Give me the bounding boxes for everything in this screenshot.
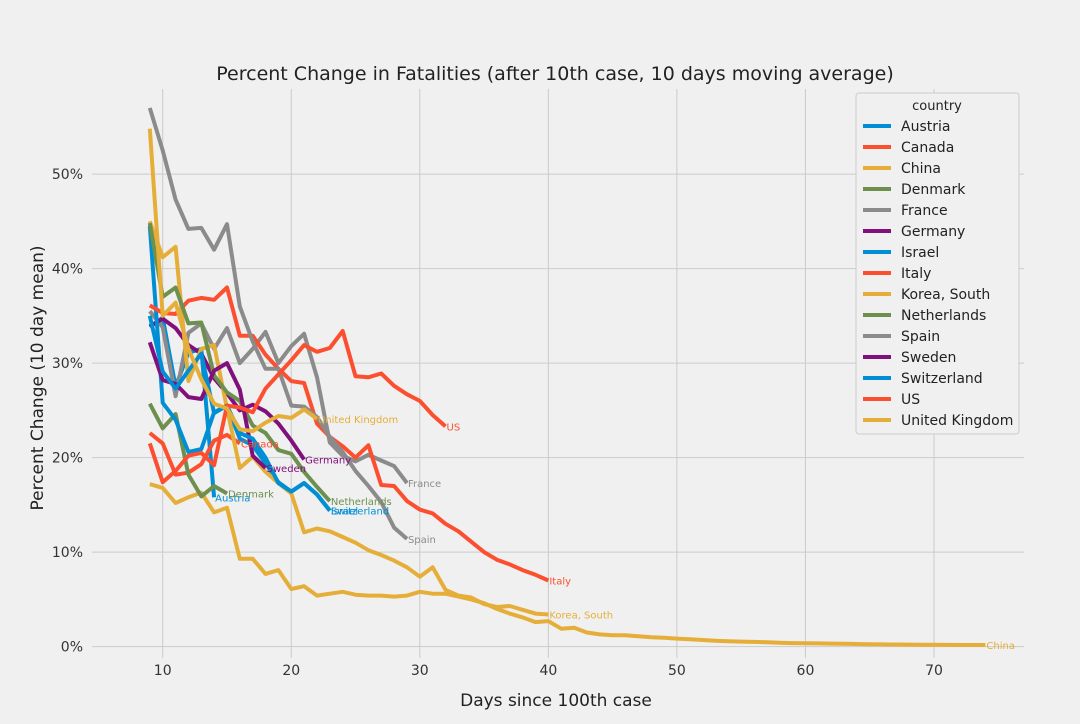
series-line-united-kingdom	[147, 128, 319, 434]
y-tick-label: 30%	[52, 356, 83, 372]
end-label-france: France	[408, 479, 441, 490]
end-label-italy: Italy	[549, 576, 571, 587]
x-tick-label: 10	[154, 663, 172, 679]
end-label-spain: Spain	[408, 535, 436, 546]
chart-title: Percent Change in Fatalities (after 10th…	[216, 63, 893, 85]
series-end-labels: Austria Canada China Denmark France Germany Is…	[215, 415, 1015, 652]
x-tick-label: 30	[411, 663, 429, 679]
x-tick-label: 40	[539, 663, 557, 679]
legend-label-china: China	[901, 161, 941, 177]
y-tick-label: 20%	[52, 451, 83, 467]
series-line-korea-south	[147, 220, 549, 617]
series-line-netherlands	[147, 222, 332, 503]
y-tick-label: 40%	[52, 262, 83, 278]
end-label-sweden: Sweden	[267, 464, 307, 475]
series-line-spain	[147, 107, 409, 541]
end-label-korea-south: Korea, South	[549, 611, 613, 622]
series-line-france	[148, 309, 409, 485]
x-axis-label: Days since 100th case	[460, 691, 652, 711]
x-tick-label: 50	[668, 663, 686, 679]
legend-label-netherlands: Netherlands	[901, 308, 986, 324]
legend-label-france: France	[901, 203, 948, 219]
legend-title: country	[912, 99, 962, 114]
y-axis-label: Percent Change (10 day mean)	[28, 245, 48, 510]
end-label-netherlands: Netherlands	[331, 497, 392, 508]
end-label-us: US	[447, 422, 461, 433]
series-line-italy	[148, 285, 550, 583]
series-line-switzerland	[147, 315, 332, 512]
tick-labels: 10 20 30 40 50 60 70 0% 10% 20% 30% 40% 50%	[52, 167, 943, 679]
y-tick-label: 10%	[52, 545, 83, 561]
end-label-united-kingdom: United Kingdom	[318, 415, 398, 426]
legend-label-denmark: Denmark	[901, 182, 966, 198]
legend-label-austria: Austria	[901, 119, 950, 135]
series-line-denmark	[148, 402, 229, 499]
series-line-canada	[148, 431, 241, 477]
end-label-canada: Canada	[241, 439, 279, 450]
legend-label-switzerland: Switzerland	[901, 371, 983, 387]
x-tick-label: 60	[797, 663, 815, 679]
end-label-switzerland: Switzerland	[331, 507, 389, 518]
end-label-austria: Austria	[215, 493, 250, 504]
x-tick-label: 70	[925, 663, 943, 679]
legend-label-spain: Spain	[901, 329, 940, 345]
legend: country Austria Canada China Denmark France G…	[855, 92, 1020, 435]
end-label-germany: Germany	[305, 456, 351, 467]
legend-label-us: US	[901, 392, 920, 408]
y-tick-label: 50%	[52, 167, 83, 183]
end-label-israel: Israel	[331, 507, 358, 518]
end-label-china: China	[986, 641, 1015, 652]
legend-label-israel: Israel	[901, 245, 939, 261]
legend-label-sweden: Sweden	[901, 350, 956, 366]
legend-box	[855, 92, 1020, 435]
legend-label-united-kingdom: United Kingdom	[901, 413, 1013, 429]
series-line-china	[149, 482, 986, 647]
legend-items: Austria Canada China Denmark France Germany Is…	[863, 119, 1013, 429]
end-label-denmark: Denmark	[228, 490, 274, 501]
legend-label-italy: Italy	[901, 266, 931, 282]
series-lines	[147, 107, 986, 647]
legend-label-canada: Canada	[901, 140, 954, 156]
legend-label-germany: Germany	[901, 224, 965, 240]
y-tick-label: 0%	[61, 640, 83, 656]
legend-label-korea-south: Korea, South	[901, 287, 990, 303]
series-line-us	[147, 329, 447, 485]
x-tick-label: 20	[282, 663, 300, 679]
